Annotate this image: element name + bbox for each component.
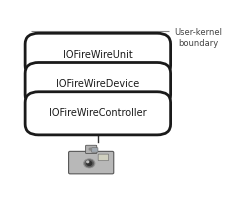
FancyBboxPatch shape <box>25 62 171 106</box>
FancyBboxPatch shape <box>92 148 98 152</box>
Circle shape <box>87 161 89 163</box>
FancyBboxPatch shape <box>25 92 171 135</box>
FancyBboxPatch shape <box>98 154 109 161</box>
FancyBboxPatch shape <box>69 151 114 174</box>
Circle shape <box>83 159 95 168</box>
Circle shape <box>87 161 92 165</box>
FancyBboxPatch shape <box>25 33 171 76</box>
FancyBboxPatch shape <box>86 145 97 154</box>
Circle shape <box>89 148 92 150</box>
Circle shape <box>85 160 93 167</box>
Text: IOFireWireController: IOFireWireController <box>49 108 147 118</box>
Text: IOFireWireUnit: IOFireWireUnit <box>63 50 133 60</box>
Text: User-kernel
boundary: User-kernel boundary <box>174 28 222 48</box>
Text: IOFireWireDevice: IOFireWireDevice <box>56 79 140 89</box>
